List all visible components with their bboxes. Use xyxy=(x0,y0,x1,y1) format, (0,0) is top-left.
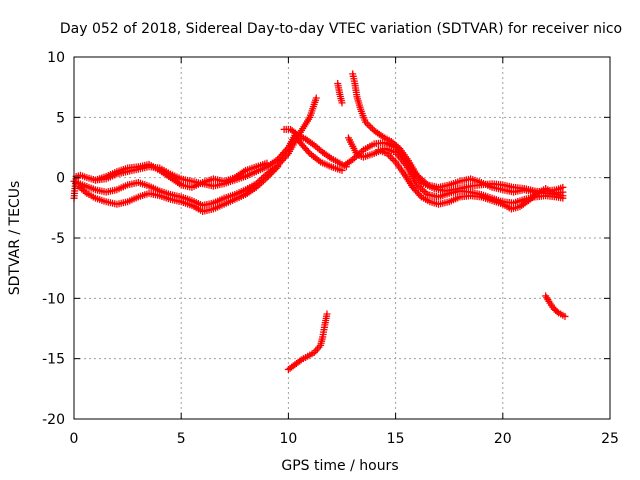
data-point xyxy=(274,163,282,171)
series-track-i xyxy=(340,139,567,200)
data-point xyxy=(291,129,299,137)
y-tick-label: 0 xyxy=(56,171,65,187)
y-tick-label: -5 xyxy=(51,231,65,247)
data-point xyxy=(304,148,312,156)
data-marks xyxy=(70,70,569,374)
x-tick-label: 20 xyxy=(494,431,512,447)
data-point xyxy=(559,188,567,196)
series-track-c xyxy=(74,163,282,215)
series-track-k xyxy=(284,310,331,374)
data-point xyxy=(338,166,346,174)
series-track-j xyxy=(374,146,567,213)
x-tick-label: 15 xyxy=(387,431,405,447)
y-tick-label: -10 xyxy=(42,291,65,307)
data-point xyxy=(561,312,569,320)
x-tick-label: 10 xyxy=(279,431,297,447)
data-point xyxy=(553,308,561,316)
data-point xyxy=(338,99,346,107)
x-axis-label: GPS time / hours xyxy=(281,458,398,474)
data-point xyxy=(416,191,424,199)
data-point xyxy=(264,172,272,180)
data-point xyxy=(312,94,320,102)
axis-ticks: 0 5 10 15 20 25 -20 -15 -10 -5 0 5 10 xyxy=(42,50,619,447)
data-point xyxy=(266,171,274,179)
x-tick-label: 25 xyxy=(601,431,619,447)
data-point xyxy=(323,310,331,318)
data-point xyxy=(268,169,276,177)
series-track-l xyxy=(542,292,569,320)
grid xyxy=(74,57,610,419)
y-tick-label: -20 xyxy=(42,412,65,428)
data-point xyxy=(399,152,407,160)
series-track-b xyxy=(70,94,320,209)
x-tick-label: 0 xyxy=(70,431,79,447)
series-track-f xyxy=(334,80,346,107)
data-point xyxy=(269,167,277,175)
y-tick-label: 10 xyxy=(47,50,65,66)
data-point xyxy=(271,166,279,174)
series-track-d xyxy=(91,159,271,191)
chart-title: Day 052 of 2018, Sidereal Day-to-day VTE… xyxy=(60,21,622,37)
x-tick-label: 5 xyxy=(177,431,186,447)
data-point xyxy=(296,357,304,365)
data-point xyxy=(263,174,271,182)
data-point xyxy=(272,164,280,172)
y-tick-label: -15 xyxy=(42,352,65,368)
y-axis-label: SDTVAR / TECUs xyxy=(7,181,23,296)
y-tick-label: 5 xyxy=(56,110,65,126)
data-point xyxy=(263,159,271,167)
